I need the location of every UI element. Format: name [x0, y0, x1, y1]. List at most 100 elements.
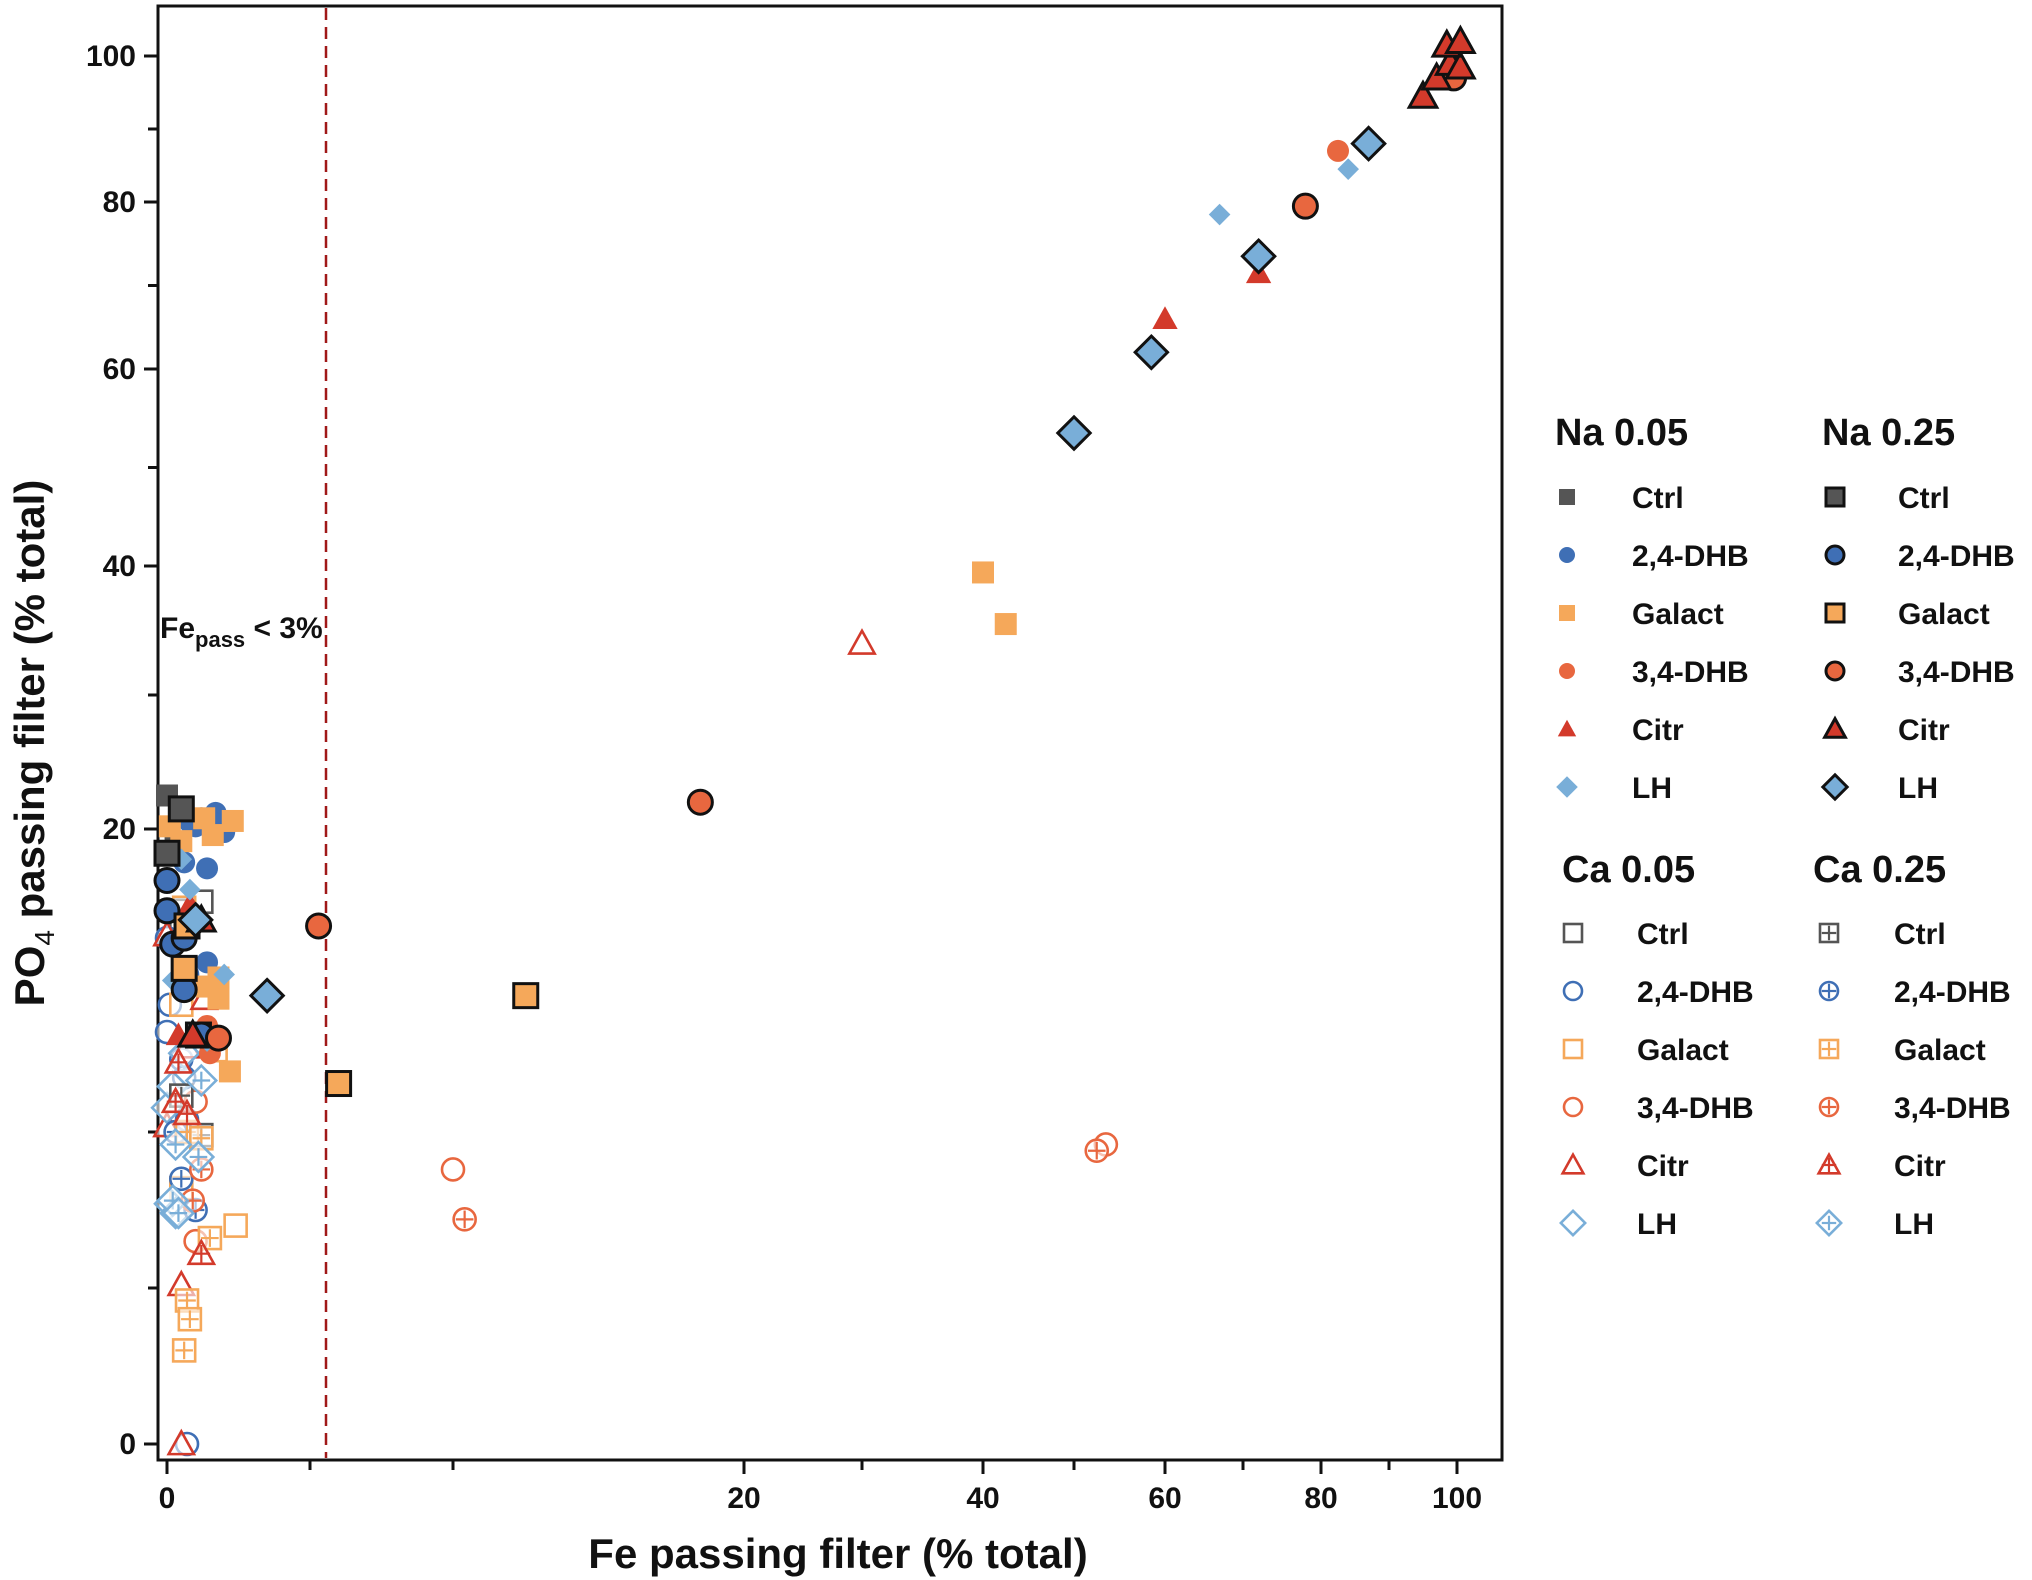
legend-label: Citr: [1898, 714, 1950, 747]
data-point: [201, 824, 224, 847]
data-point: [170, 954, 198, 982]
legend-label: 3,4-DHB: [1632, 656, 1749, 689]
legend-title: Na 0.05: [1555, 412, 1688, 454]
x-tick-label: 80: [1304, 1482, 1337, 1515]
data-point: [174, 1288, 200, 1313]
legend-label: Citr: [1637, 1150, 1689, 1183]
series-ca-0-25: [156, 1046, 1110, 1363]
legend-marker: [1559, 1209, 1587, 1237]
data-point: [248, 977, 286, 1014]
legend-block: Na 0.25 Ctrl 2,4-DHB Galact 3,4-DHB Citr LH: [1820, 412, 2015, 805]
data-point: [169, 1166, 194, 1192]
data-point: [1420, 61, 1453, 91]
data-point: [325, 1070, 353, 1098]
data-point: [1208, 203, 1231, 226]
data-point: [176, 1018, 210, 1048]
marker-shape: [153, 867, 181, 895]
data-point: [994, 613, 1017, 636]
marker-shape: [1133, 333, 1170, 371]
legend-label: Citr: [1894, 1150, 1946, 1183]
data-point: [512, 982, 540, 1010]
legend-label: Ctrl: [1894, 918, 1946, 951]
y-tick-label: 40: [103, 550, 136, 583]
x-tick-label: 20: [727, 1482, 760, 1515]
legend-marker: [1559, 663, 1575, 679]
marker-shape: [166, 1428, 197, 1456]
data-point: [171, 1338, 197, 1363]
legend-block: Ca 0.05 Ctrl 2,4-DHB Galact 3,4-DHB Citr LH: [1559, 849, 1754, 1241]
data-point: [1337, 158, 1359, 180]
data-point: [204, 1024, 232, 1052]
legend-marker: [1815, 1209, 1843, 1237]
legend-title: Ca 0.25: [1813, 849, 1946, 891]
data-point: [1084, 1138, 1110, 1164]
legend-label: Citr: [1632, 714, 1684, 747]
legend-title: Na 0.25: [1822, 412, 1955, 454]
legend-block: Ca 0.25 Ctrl 2,4-DHB Galact 3,4-DHB Citr LH: [1813, 849, 2011, 1241]
legend-marker: [1824, 660, 1846, 682]
marker-shape: [153, 897, 181, 925]
legend-marker: [1824, 602, 1846, 624]
marker-shape: [1559, 547, 1575, 563]
marker-shape: [201, 824, 224, 847]
data-point: [218, 1060, 241, 1083]
legend-label: Galact: [1637, 1034, 1729, 1067]
data-point: [197, 1225, 223, 1251]
data-point: [1152, 306, 1178, 330]
marker-shape: [1560, 1151, 1586, 1175]
y-tick-label: 80: [103, 186, 136, 219]
marker-shape: [1820, 772, 1850, 802]
data-points: [150, 24, 1477, 1457]
marker-shape: [1562, 922, 1584, 944]
marker-shape: [177, 901, 214, 939]
marker-shape: [1559, 605, 1575, 621]
data-point: [167, 795, 195, 823]
legend-label: 3,4-DHB: [1898, 656, 2015, 689]
legend-label: LH: [1898, 772, 1938, 805]
data-point: [223, 1213, 248, 1238]
data-point: [153, 897, 181, 925]
marker-shape: [1556, 776, 1578, 798]
legend-label: LH: [1632, 772, 1672, 805]
legend-marker: [1824, 544, 1846, 566]
marker-shape: [972, 561, 994, 584]
series-na-0-25: [153, 24, 1477, 1098]
marker-shape: [1350, 125, 1387, 162]
data-point: [153, 867, 181, 895]
marker-shape: [325, 1070, 353, 1098]
marker-shape: [440, 1157, 466, 1182]
data-point: [193, 807, 216, 830]
legend-marker: [1820, 772, 1850, 802]
marker-shape: [686, 788, 714, 816]
legend-label: 2,4-DHB: [1637, 976, 1754, 1009]
data-point: [163, 1046, 194, 1074]
marker-shape: [218, 1060, 241, 1083]
data-point: [221, 809, 244, 832]
legend-label: LH: [1894, 1208, 1934, 1241]
y-tick-label: 0: [119, 1428, 136, 1461]
data-point: [181, 1140, 216, 1174]
marker-shape: [167, 795, 195, 823]
data-point: [1406, 79, 1440, 109]
y-tick-label: 20: [103, 813, 136, 846]
data-point: [1444, 50, 1477, 80]
legend-label: Galact: [1632, 598, 1724, 631]
data-point: [1444, 24, 1477, 54]
data-point: [1291, 192, 1319, 220]
data-point: [161, 1196, 196, 1230]
marker-shape: [1208, 203, 1231, 226]
legend-marker: [1562, 922, 1584, 944]
legend-label: 2,4-DHB: [1894, 976, 2011, 1009]
data-point: [440, 1157, 466, 1182]
legend-marker: [1824, 486, 1846, 508]
legend-marker: [1818, 1096, 1840, 1118]
y-axis-title: PO4 passing filter (% total): [6, 480, 60, 1007]
marker-shape: [170, 954, 198, 982]
marker-shape: [1152, 306, 1178, 330]
marker-shape: [1562, 1038, 1584, 1060]
legend-label: 3,4-DHB: [1894, 1092, 2011, 1125]
legend-title: Ca 0.05: [1562, 849, 1695, 891]
marker-shape: [1824, 544, 1846, 566]
data-point: [686, 788, 714, 816]
marker-shape: [1406, 79, 1440, 109]
